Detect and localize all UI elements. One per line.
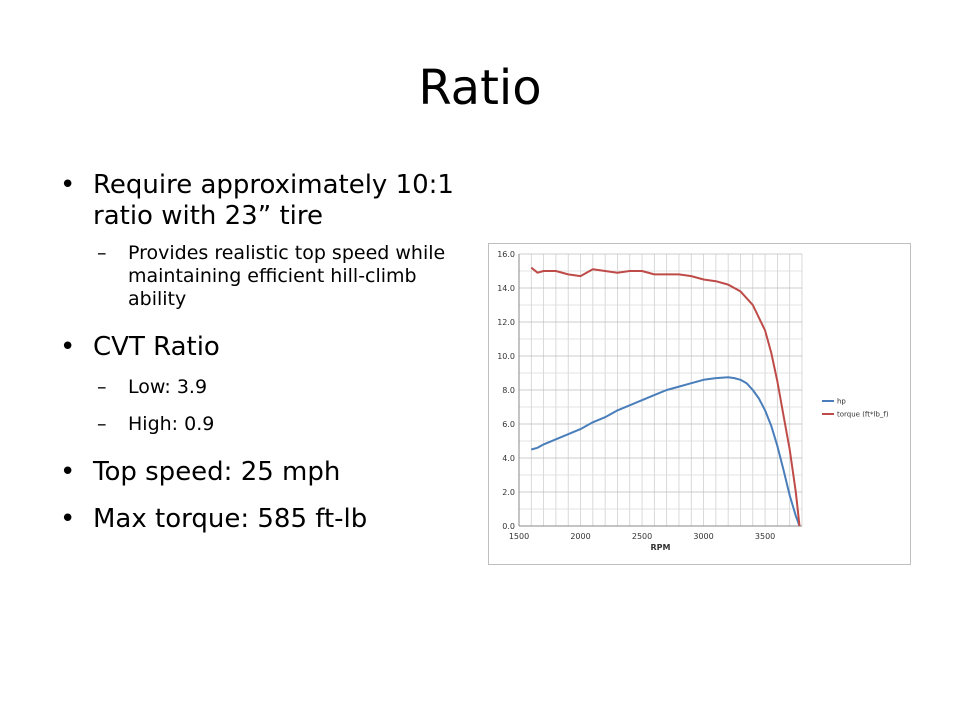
bullet-list: • Require approximately 10:1 ratio with … xyxy=(60,170,480,535)
bullet-dot: • xyxy=(60,170,76,200)
sub-bullet-dash: – xyxy=(97,242,107,264)
sub-bullet-item: – Low: 3.9 xyxy=(60,376,480,399)
sub-bullet-dash: – xyxy=(97,376,107,398)
bullet-dot: • xyxy=(60,332,76,362)
bullet-text: Max torque: 585 ft-lb xyxy=(93,504,368,534)
legend-label: hp xyxy=(837,398,846,406)
bullet-item: • CVT Ratio xyxy=(60,332,480,363)
slide-title: Ratio xyxy=(418,60,542,116)
bullet-item: • Top speed: 25 mph xyxy=(60,457,480,488)
sub-bullet-text: Low: 3.9 xyxy=(128,376,208,398)
sub-bullet-text: High: 0.9 xyxy=(128,413,215,435)
legend-label: torque (ft*lb_f) xyxy=(837,411,889,419)
chart-svg: 0.0 2.0 4.0 6.0 8.0 10.0 12.0 14.0 16.0 1500 2000 2… xyxy=(497,250,889,552)
series-line-torque xyxy=(530,266,801,527)
sub-bullet-item: – Provides realistic top speed while mai… xyxy=(60,242,480,311)
y-tick-label: 14.0 xyxy=(497,284,515,293)
y-tick-label: 12.0 xyxy=(497,318,515,327)
bullet-dot: • xyxy=(60,457,76,487)
x-tick-label: 2000 xyxy=(570,532,590,541)
y-tick-label: 4.0 xyxy=(502,454,515,463)
bullet-text: Top speed: 25 mph xyxy=(93,457,341,487)
series-line-hp xyxy=(531,376,801,527)
rpm-chart: 0.0 2.0 4.0 6.0 8.0 10.0 12.0 14.0 16.0 1500 2000 2… xyxy=(488,243,911,565)
sub-bullet-text: Provides realistic top speed while maint… xyxy=(128,242,446,310)
y-tick-label: 2.0 xyxy=(502,488,515,497)
x-tick-label: 1500 xyxy=(509,532,529,541)
y-tick-label: 10.0 xyxy=(497,352,515,361)
bullet-text: CVT Ratio xyxy=(93,332,220,362)
bullet-text: Require approximately 10:1 ratio with 23… xyxy=(93,170,454,231)
y-tick-label: 0.0 xyxy=(502,522,515,531)
sub-bullet-dash: – xyxy=(97,413,107,435)
y-tick-label: 6.0 xyxy=(502,420,515,429)
y-tick-label: 16.0 xyxy=(497,250,515,259)
y-tick-label: 8.0 xyxy=(502,386,515,395)
bullet-item: • Max torque: 585 ft-lb xyxy=(60,504,480,535)
sub-bullet-item: – High: 0.9 xyxy=(60,413,480,436)
bullet-item: • Require approximately 10:1 ratio with … xyxy=(60,170,480,232)
x-tick-label: 3000 xyxy=(693,532,713,541)
x-axis-label: RPM xyxy=(651,543,671,552)
x-tick-label: 2500 xyxy=(632,532,652,541)
x-tick-label: 3500 xyxy=(755,532,775,541)
bullet-dot: • xyxy=(60,504,76,534)
